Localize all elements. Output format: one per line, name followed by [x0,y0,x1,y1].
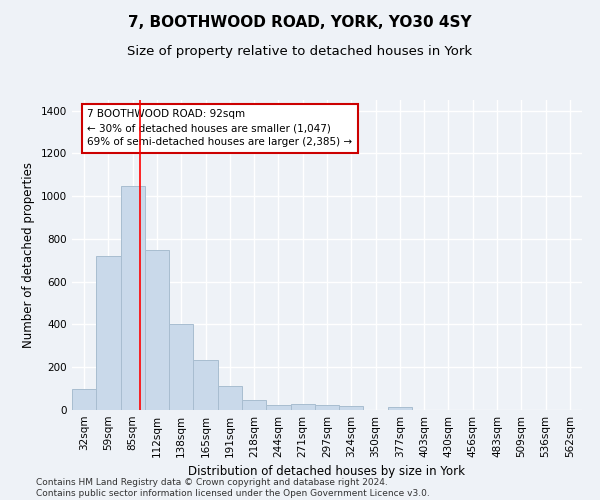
Bar [339,406,364,410]
Bar [96,256,121,410]
X-axis label: Distribution of detached houses by size in York: Distribution of detached houses by size … [188,466,466,478]
Bar [290,404,315,410]
Bar [218,386,242,410]
Bar [193,360,218,410]
Bar [121,186,145,410]
Bar [72,388,96,410]
Bar [388,407,412,410]
Bar [145,250,169,410]
Bar [266,404,290,410]
Bar [315,404,339,410]
Text: Size of property relative to detached houses in York: Size of property relative to detached ho… [127,45,473,58]
Text: 7, BOOTHWOOD ROAD, YORK, YO30 4SY: 7, BOOTHWOOD ROAD, YORK, YO30 4SY [128,15,472,30]
Text: Contains HM Land Registry data © Crown copyright and database right 2024.
Contai: Contains HM Land Registry data © Crown c… [36,478,430,498]
Y-axis label: Number of detached properties: Number of detached properties [22,162,35,348]
Text: 7 BOOTHWOOD ROAD: 92sqm
← 30% of detached houses are smaller (1,047)
69% of semi: 7 BOOTHWOOD ROAD: 92sqm ← 30% of detache… [88,110,352,148]
Bar [169,324,193,410]
Bar [242,400,266,410]
